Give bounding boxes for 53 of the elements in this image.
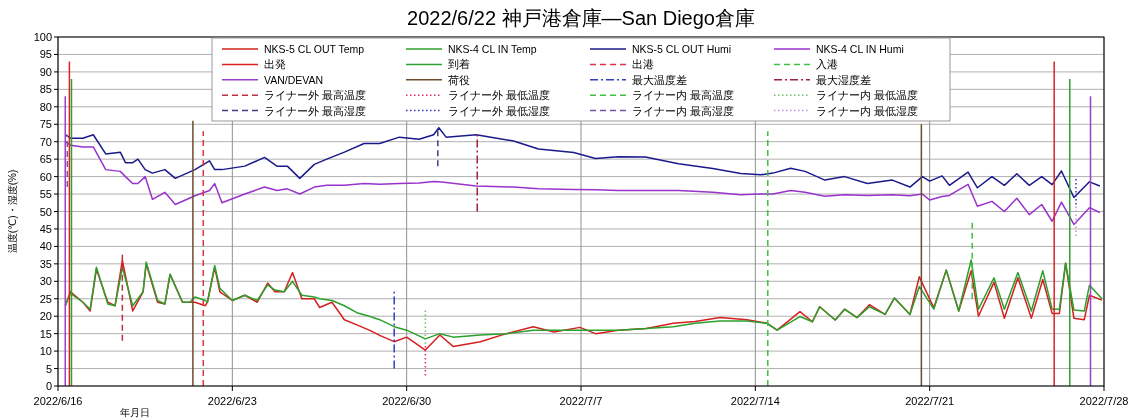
y-tick-label: 85 <box>39 83 52 96</box>
y-tick-label: 35 <box>39 257 52 270</box>
x-tick-label: 2022/7/14 <box>730 395 780 407</box>
y-tick-label: 90 <box>39 65 52 78</box>
y-tick-label: 0 <box>45 380 52 392</box>
legend-label: ライナー内 最低温度 <box>816 89 918 102</box>
y-tick-label: 10 <box>39 345 52 358</box>
x-tick-label: 2022/7/7 <box>559 395 603 407</box>
y-tick-label: 95 <box>39 48 52 61</box>
legend-label: 出発 <box>264 58 286 71</box>
y-axis-title: 温度(℃)・湿度(%) <box>7 169 18 254</box>
chart-title: 2022/6/22 神戸港倉庫—San Diego倉庫 <box>407 7 755 29</box>
legend-label: ライナー内 最高湿度 <box>632 104 734 117</box>
legend-label: ライナー内 最高温度 <box>632 89 734 102</box>
x-tick-label: 2022/6/30 <box>382 395 432 407</box>
y-tick-label: 25 <box>39 292 52 305</box>
y-tick-label: 20 <box>39 310 52 323</box>
x-axis-title: 年月日 <box>120 407 150 418</box>
legend-label: 出港 <box>632 58 654 71</box>
y-tick-label: 65 <box>39 153 52 166</box>
legend-label: ライナー内 最低湿度 <box>816 104 918 117</box>
legend-label: 最大湿度差 <box>816 73 871 86</box>
legend-label: 荷役 <box>448 73 470 86</box>
legend-label: ライナー外 最低温度 <box>448 89 550 102</box>
line-series <box>64 140 1101 226</box>
legend-label: NKS-5 CL OUT Temp <box>264 43 365 55</box>
y-tick-label: 55 <box>39 188 52 201</box>
x-tick-label: 2022/6/16 <box>33 395 83 407</box>
legend-label: 入港 <box>816 58 838 71</box>
legend-label: NKS-4 CL IN Temp <box>448 43 537 55</box>
y-tick-label: 70 <box>39 135 52 148</box>
y-tick-label: 60 <box>39 170 52 183</box>
legend-label: NKS-5 CL OUT Humi <box>632 43 732 55</box>
legend-label: ライナー外 最高湿度 <box>264 104 366 117</box>
y-tick-label: 80 <box>39 100 52 113</box>
legend-label: ライナー外 最低湿度 <box>448 104 550 117</box>
x-tick-label: 2022/7/28 <box>1079 395 1129 407</box>
line-series <box>64 126 1101 199</box>
legend-label: VAN/DEVAN <box>264 73 324 86</box>
legend-label: ライナー外 最高温度 <box>264 89 366 102</box>
legend-label: 最大温度差 <box>632 73 687 86</box>
y-tick-label: 75 <box>39 118 52 131</box>
y-tick-label: 5 <box>45 362 52 375</box>
y-tick-label: 30 <box>39 275 52 288</box>
legend-label: NKS-4 CL IN Humi <box>816 43 904 55</box>
x-tick-label: 2022/7/21 <box>905 395 955 407</box>
x-tick-label: 2022/6/23 <box>207 395 257 407</box>
y-tick-label: 40 <box>39 240 52 253</box>
y-tick-label: 50 <box>39 205 52 218</box>
y-tick-label: 100 <box>33 31 52 43</box>
y-tick-label: 45 <box>39 222 52 235</box>
y-tick-label: 15 <box>39 327 52 340</box>
legend-label: 到着 <box>448 58 470 71</box>
